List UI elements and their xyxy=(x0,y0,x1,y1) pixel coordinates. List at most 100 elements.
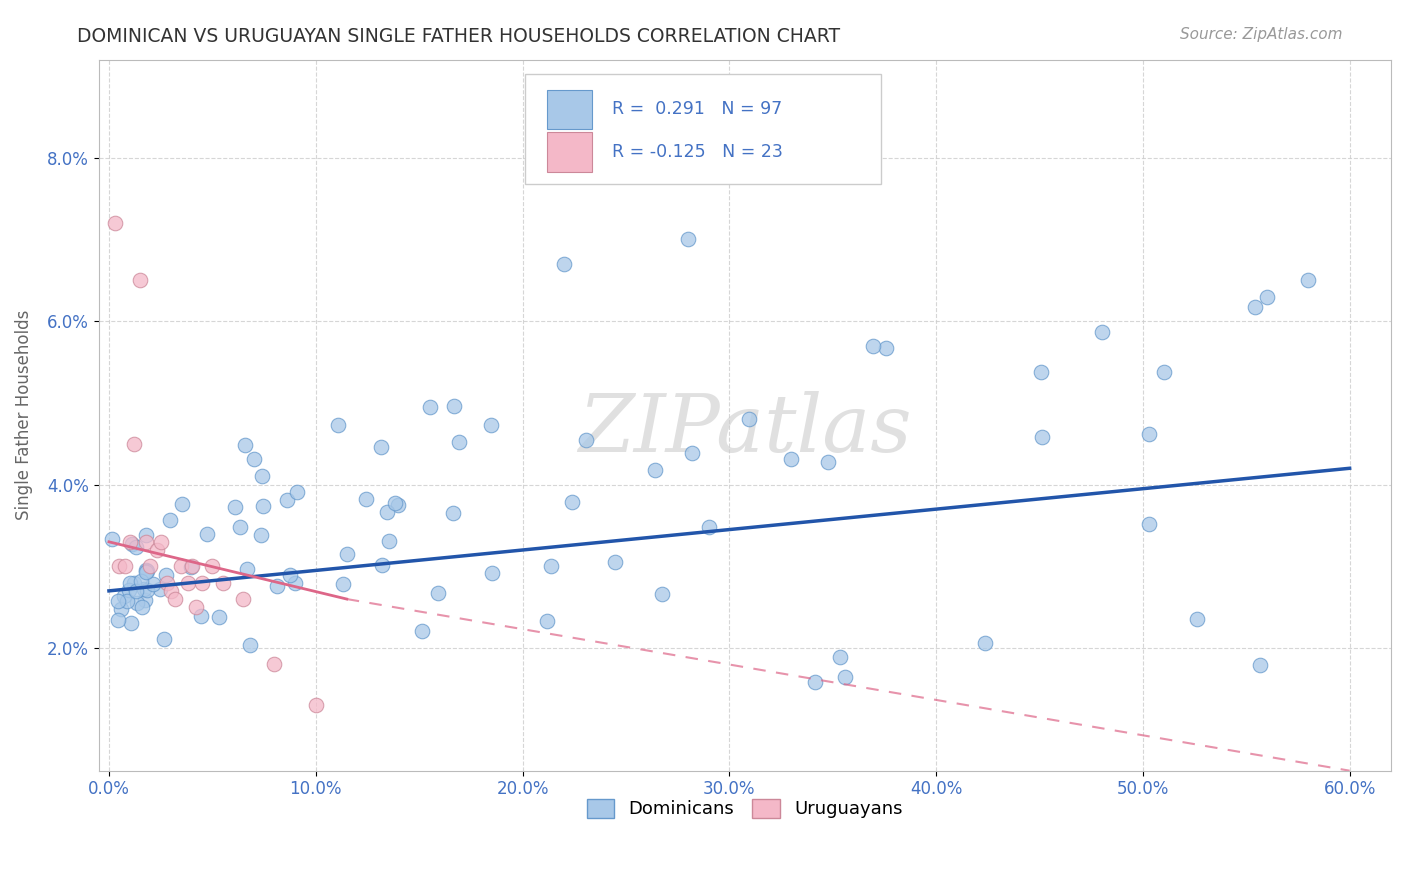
Point xyxy=(1244,300,1267,314)
Point xyxy=(224,500,246,514)
Point xyxy=(676,232,699,246)
Point xyxy=(239,638,262,652)
Point xyxy=(135,534,157,549)
Point xyxy=(1137,426,1160,441)
Point xyxy=(1031,430,1053,444)
Point xyxy=(553,257,575,271)
Point xyxy=(305,698,328,713)
Point xyxy=(149,582,172,597)
Text: ZIPatlas: ZIPatlas xyxy=(578,391,911,468)
Point xyxy=(738,412,761,426)
Point xyxy=(159,513,181,527)
Point xyxy=(276,493,298,508)
Point xyxy=(834,670,856,684)
Point xyxy=(278,568,301,582)
Point xyxy=(1137,517,1160,532)
Point xyxy=(536,614,558,628)
Point xyxy=(118,575,141,590)
Point xyxy=(134,582,156,597)
Point xyxy=(1029,365,1052,379)
Point xyxy=(118,582,141,597)
Point xyxy=(875,342,897,356)
Point xyxy=(828,649,851,664)
Point xyxy=(354,492,377,507)
Point xyxy=(172,497,194,511)
Point xyxy=(208,609,231,624)
Point xyxy=(681,446,703,460)
Point xyxy=(107,593,129,607)
Point xyxy=(176,575,198,590)
Text: R = -0.125   N = 23: R = -0.125 N = 23 xyxy=(612,143,783,161)
Point xyxy=(121,537,143,551)
Point xyxy=(129,574,152,588)
Point xyxy=(118,534,141,549)
Point xyxy=(134,593,156,607)
Point xyxy=(974,635,997,649)
Point xyxy=(371,558,394,572)
Point xyxy=(332,577,354,591)
Point xyxy=(250,469,273,483)
Point xyxy=(336,547,359,561)
Point xyxy=(136,564,159,578)
Point xyxy=(411,624,433,639)
FancyBboxPatch shape xyxy=(524,74,880,184)
Point xyxy=(129,273,152,287)
Point xyxy=(184,600,207,615)
Point xyxy=(125,540,148,554)
Point xyxy=(142,577,165,591)
Point xyxy=(135,565,157,579)
Point xyxy=(479,418,502,433)
Point xyxy=(780,452,803,467)
Point xyxy=(153,632,176,647)
Point xyxy=(201,559,224,574)
Point xyxy=(114,559,136,574)
Point xyxy=(242,452,264,467)
Point xyxy=(145,543,167,558)
Point xyxy=(387,499,409,513)
Point xyxy=(378,534,401,549)
Point xyxy=(1185,612,1208,626)
Point xyxy=(575,433,598,447)
Point xyxy=(1256,290,1278,304)
Point xyxy=(375,505,398,519)
Point xyxy=(1298,273,1320,287)
Text: DOMINICAN VS URUGUAYAN SINGLE FATHER HOUSEHOLDS CORRELATION CHART: DOMINICAN VS URUGUAYAN SINGLE FATHER HOU… xyxy=(77,27,841,45)
Point xyxy=(284,576,307,591)
Point xyxy=(104,216,127,230)
Point xyxy=(190,608,212,623)
Point xyxy=(180,559,202,574)
Point xyxy=(603,555,626,569)
Point xyxy=(443,399,465,413)
Point xyxy=(697,520,720,534)
Point xyxy=(155,568,177,582)
Point xyxy=(644,462,666,476)
Point xyxy=(165,592,187,607)
Point xyxy=(803,675,825,690)
Point xyxy=(180,559,202,574)
Point xyxy=(1249,657,1271,672)
Point xyxy=(149,534,172,549)
Point xyxy=(862,339,884,353)
Point xyxy=(156,575,179,590)
Point xyxy=(236,561,259,575)
Point xyxy=(384,495,406,509)
Point xyxy=(135,528,157,542)
Point xyxy=(1153,365,1175,379)
Point xyxy=(285,485,308,500)
Point xyxy=(115,594,138,608)
Point xyxy=(252,499,274,513)
Point xyxy=(233,438,256,452)
Y-axis label: Single Father Households: Single Father Households xyxy=(15,310,32,520)
Point xyxy=(419,400,441,414)
Point xyxy=(122,436,145,450)
Point xyxy=(427,585,450,599)
Point xyxy=(107,614,129,628)
Point xyxy=(195,527,218,541)
Point xyxy=(122,576,145,591)
Bar xyxy=(547,90,592,129)
Point xyxy=(250,528,273,542)
Point xyxy=(110,602,132,616)
Point xyxy=(101,532,124,546)
Point xyxy=(370,440,392,454)
Point xyxy=(447,435,470,450)
